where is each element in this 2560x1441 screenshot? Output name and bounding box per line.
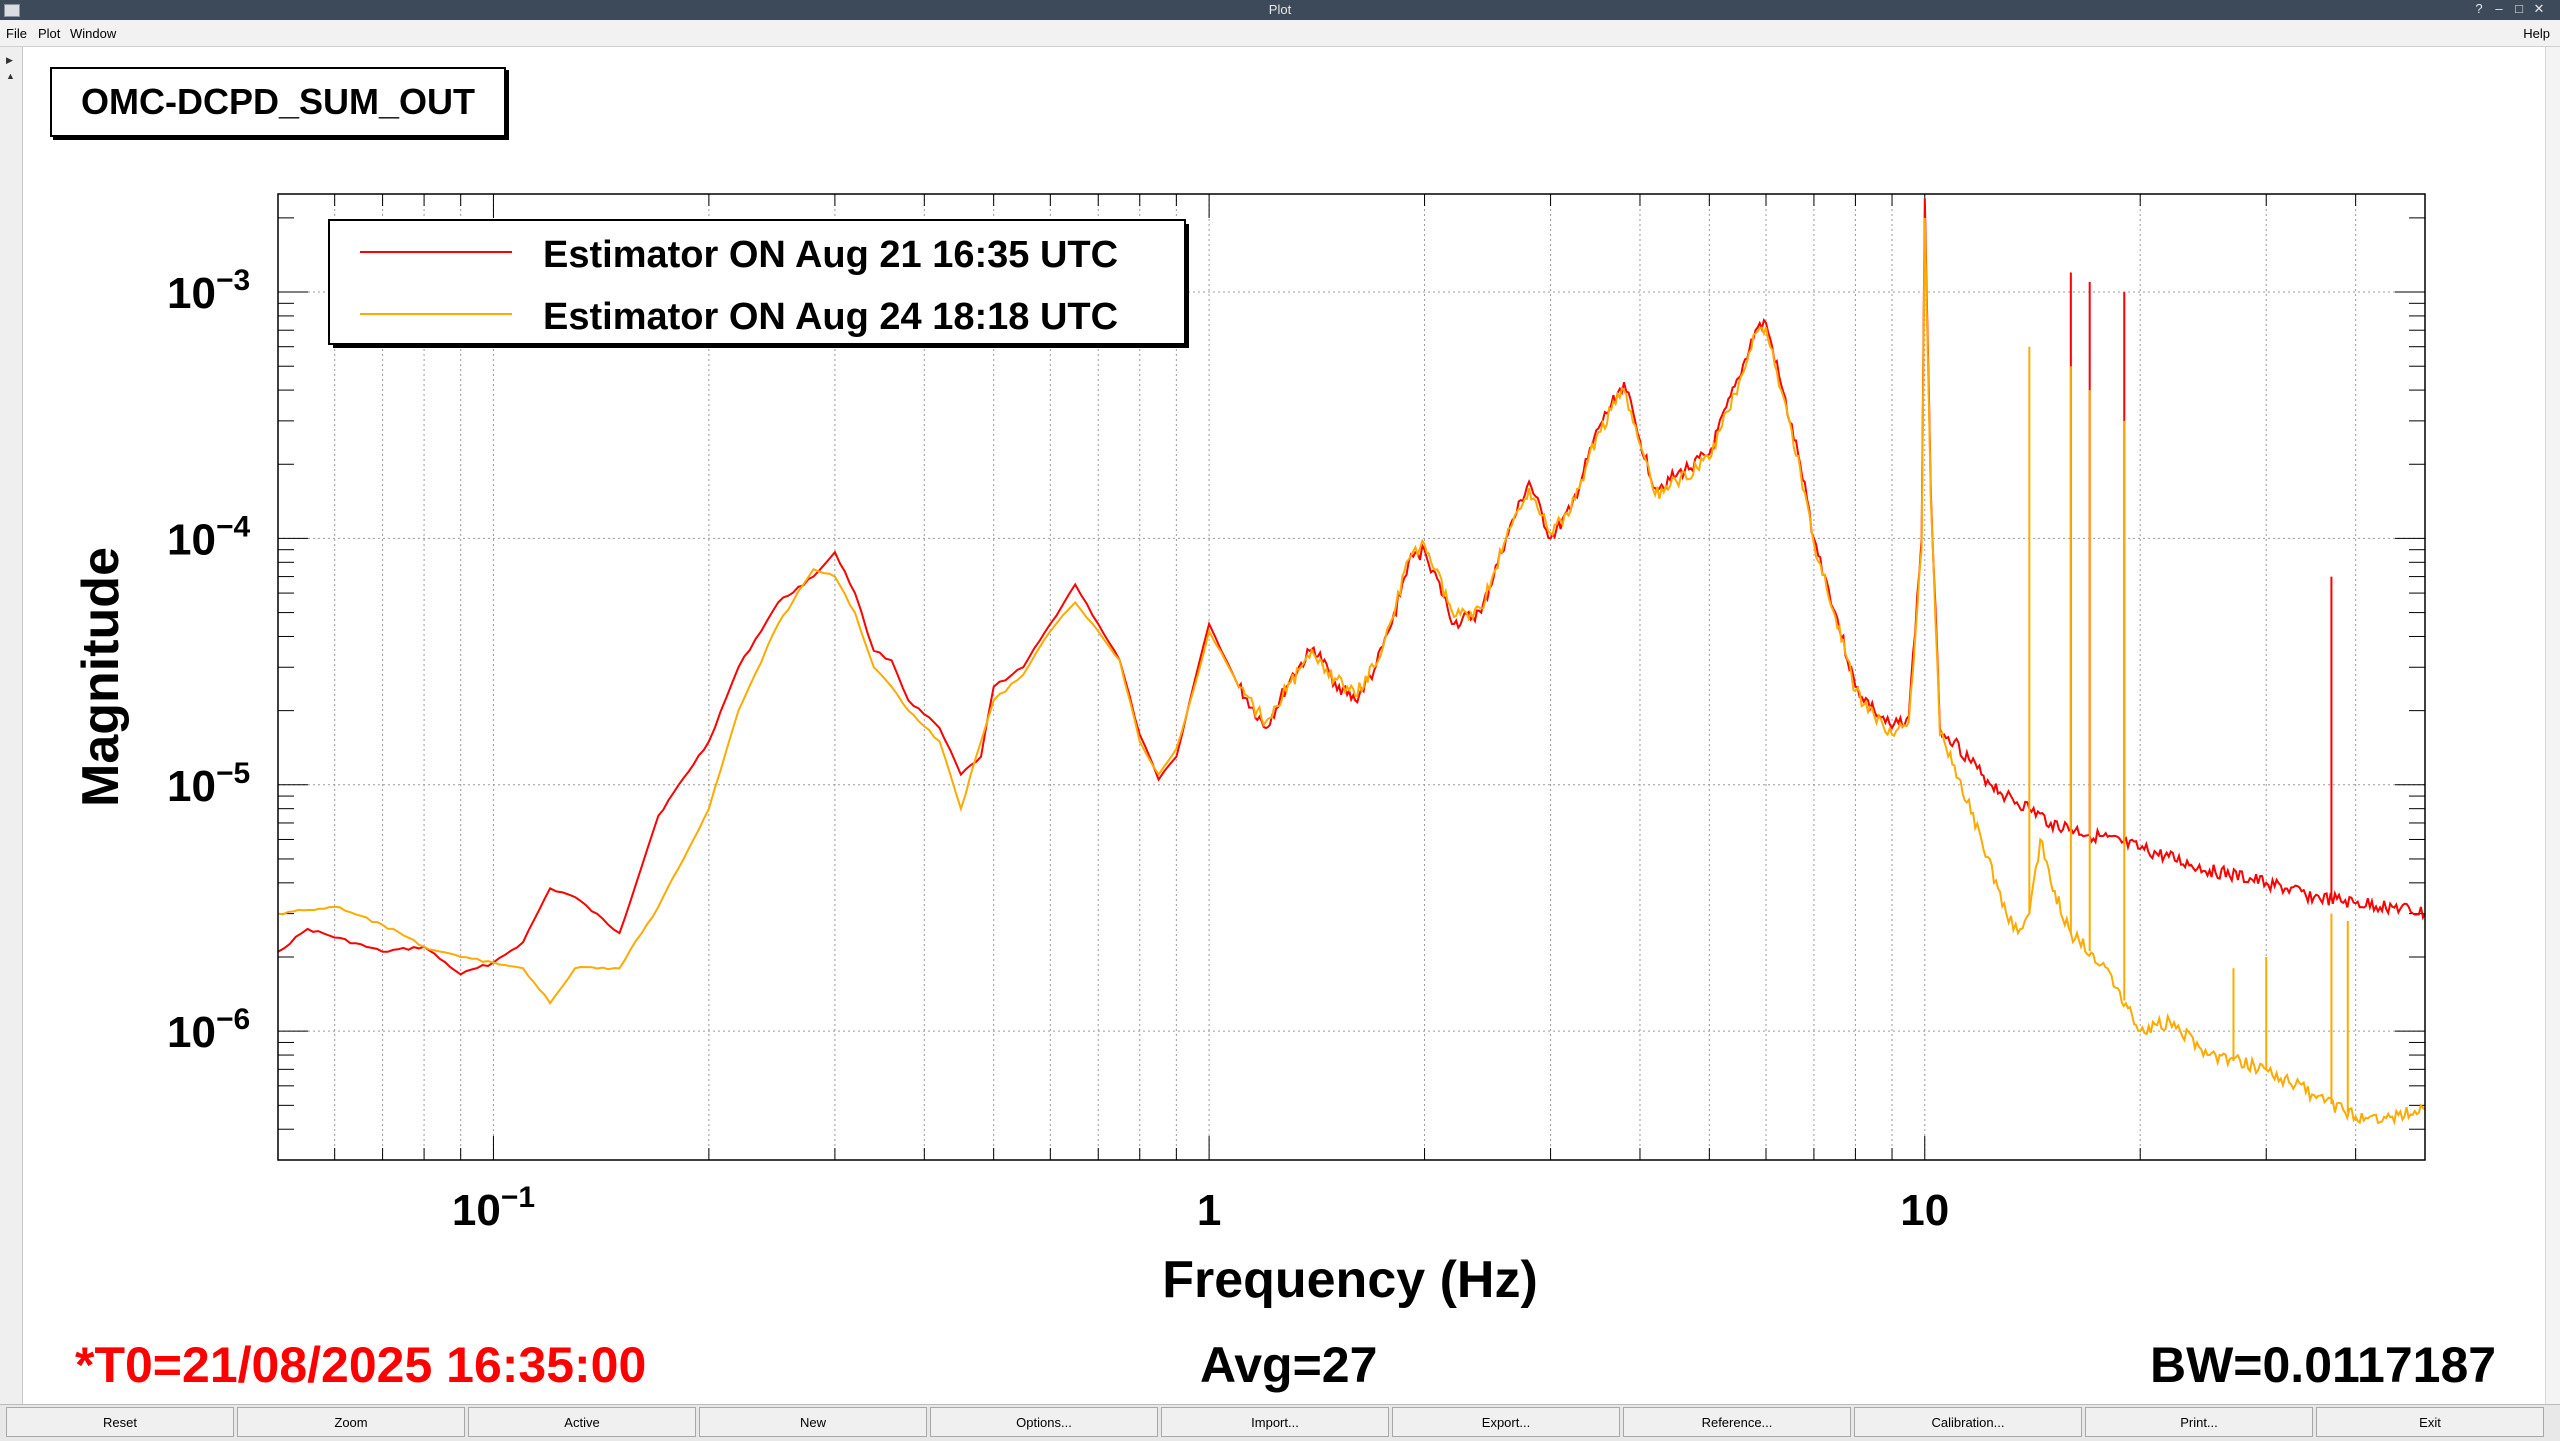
menu-plot[interactable]: Plot	[38, 26, 61, 41]
calibration-button[interactable]: Calibration...	[1854, 1407, 2082, 1437]
import-button[interactable]: Import...	[1161, 1407, 1389, 1437]
plot-frame	[277, 193, 2426, 1161]
menu-help[interactable]: Help	[2523, 26, 2550, 41]
zoom-button[interactable]: Zoom	[237, 1407, 465, 1437]
expand-right-icon[interactable]: ▶	[6, 55, 13, 65]
channel-name-box: OMC-DCPD_SUM_OUT	[50, 67, 506, 137]
minimize-icon[interactable]: –	[2495, 1, 2503, 16]
close-icon[interactable]: ✕	[2533, 1, 2545, 16]
legend-box	[328, 219, 1186, 345]
active-button[interactable]: Active	[468, 1407, 696, 1437]
right-scroll-strip[interactable]	[2545, 47, 2560, 1404]
maximize-icon[interactable]: □	[2515, 1, 2523, 16]
series-line-1	[277, 198, 2426, 976]
menu-bar: File Plot Window Help	[0, 20, 2560, 47]
y-tick-label: 10−3	[167, 264, 250, 318]
legend-label-1: Estimator ON Aug 21 16:35 UTC	[543, 234, 1118, 276]
x-tick-label: 10	[1900, 1186, 1949, 1235]
x-tick-label: 10−1	[452, 1181, 535, 1235]
bw-label: BW=0.0117187	[2150, 1337, 2497, 1393]
export-button[interactable]: Export...	[1392, 1407, 1620, 1437]
side-panel-toggle-strip: ▶ ▲	[0, 47, 23, 1404]
print-button[interactable]: Print...	[2085, 1407, 2313, 1437]
series-line-2	[277, 217, 2426, 1126]
expand-up-icon[interactable]: ▲	[6, 71, 15, 81]
x-axis-label: Frequency (Hz)	[1162, 1251, 1538, 1309]
menu-file[interactable]: File	[6, 26, 27, 41]
button-bar: Reset Zoom Active New Options... Import.…	[0, 1404, 2560, 1441]
x-tick-label: 1	[1197, 1186, 1221, 1235]
y-axis-label: Magnitude	[72, 547, 130, 807]
window-titlebar: Plot ? – □ ✕	[0, 0, 2560, 20]
options-button[interactable]: Options...	[930, 1407, 1158, 1437]
window-title: Plot	[1268, 2, 1292, 17]
y-tick-label: 10−4	[167, 510, 250, 564]
y-tick-label: 10−5	[167, 757, 250, 811]
plot-frame-bg	[278, 194, 2425, 1160]
menu-window[interactable]: Window	[70, 26, 117, 41]
y-tick-label: 10−6	[167, 1003, 250, 1057]
app-icon	[4, 4, 20, 17]
exit-button[interactable]: Exit	[2316, 1407, 2544, 1437]
legend-label-2: Estimator ON Aug 24 18:18 UTC	[543, 296, 1118, 338]
reference-button[interactable]: Reference...	[1623, 1407, 1851, 1437]
t0-label: *T0=21/08/2025 16:35:00	[75, 1337, 647, 1393]
new-button[interactable]: New	[699, 1407, 927, 1437]
reset-button[interactable]: Reset	[6, 1407, 234, 1437]
avg-label: Avg=27	[1200, 1337, 1378, 1393]
window-help-control[interactable]: ?	[2475, 1, 2483, 16]
